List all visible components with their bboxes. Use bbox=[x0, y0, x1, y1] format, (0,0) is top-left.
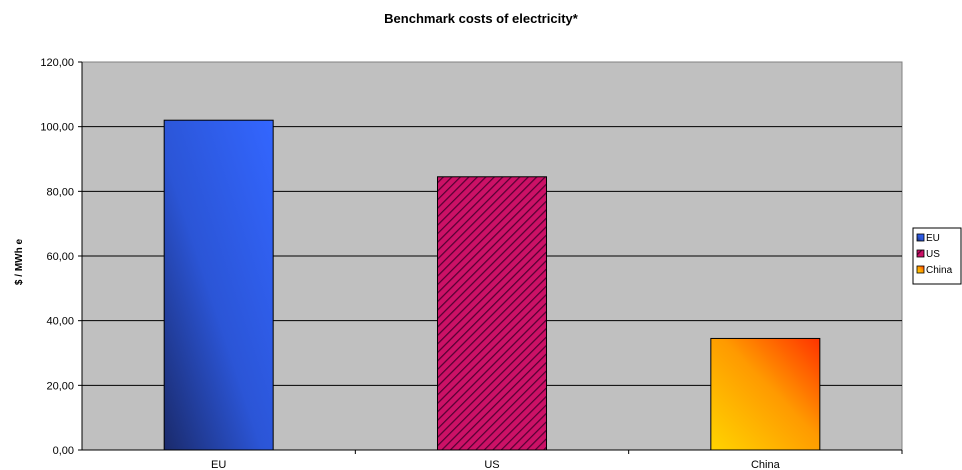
bar-us bbox=[437, 176, 547, 451]
x-tick-label: US bbox=[484, 459, 499, 470]
legend-label: EU bbox=[926, 233, 940, 244]
y-tick-label: 0,00 bbox=[53, 445, 74, 457]
y-tick-label: 40,00 bbox=[46, 316, 74, 328]
x-axis-labels: EU US China bbox=[211, 450, 903, 470]
x-tick-label: China bbox=[751, 459, 781, 470]
legend-swatch bbox=[916, 265, 925, 274]
bars bbox=[163, 119, 821, 451]
chart-title: Benchmark costs of electricity* bbox=[384, 11, 579, 26]
y-tick-label: 20,00 bbox=[46, 380, 74, 392]
y-axis-label: $ / MWh e bbox=[14, 239, 25, 286]
legend: EU US China bbox=[912, 227, 962, 285]
legend-label: US bbox=[926, 249, 940, 260]
y-tick-label: 120,00 bbox=[40, 57, 74, 69]
legend-swatch bbox=[916, 233, 925, 242]
legend-label: China bbox=[926, 265, 953, 276]
legend-swatch bbox=[916, 249, 925, 258]
y-axis-ticks: 0,00 20,00 40,00 60,00 80,00 100,00 120,00 bbox=[40, 57, 82, 457]
bar-china bbox=[710, 337, 821, 451]
bar-eu bbox=[163, 119, 274, 451]
x-tick-label: EU bbox=[211, 459, 226, 470]
y-tick-label: 80,00 bbox=[46, 186, 74, 198]
y-tick-label: 100,00 bbox=[40, 122, 74, 134]
y-tick-label: 60,00 bbox=[46, 251, 74, 263]
